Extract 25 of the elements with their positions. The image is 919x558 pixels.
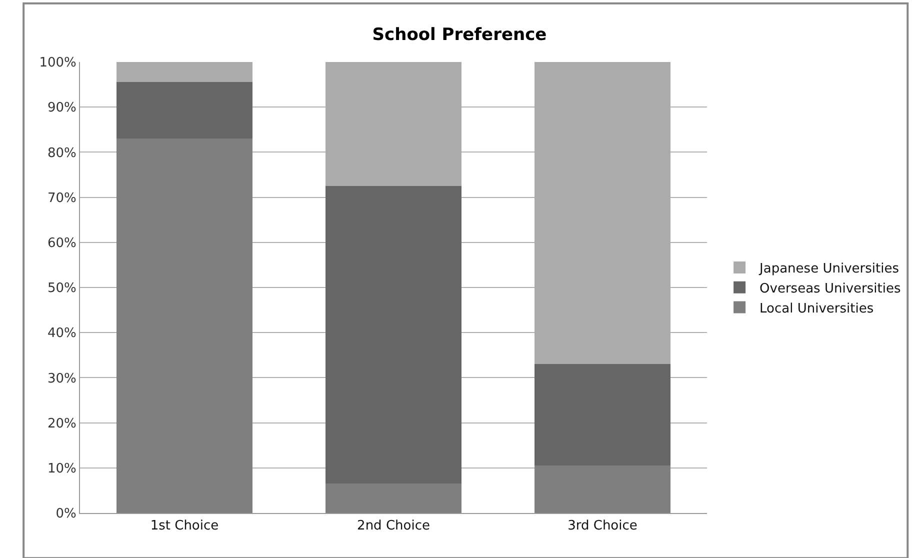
y-tick-label: 90% xyxy=(47,100,76,116)
bar xyxy=(326,186,462,484)
y-tick-label: 30% xyxy=(47,371,76,386)
y-tick-label: 20% xyxy=(47,416,76,432)
y-tick-label: 50% xyxy=(47,281,76,296)
y-tick-label: 60% xyxy=(47,236,76,251)
bar xyxy=(534,466,670,513)
legend-label: Local Universities xyxy=(760,301,874,316)
y-tick-label: 80% xyxy=(47,146,76,161)
x-tick-label: 1st Choice xyxy=(150,518,219,534)
bar xyxy=(116,82,252,139)
legend-label: Japanese Universities xyxy=(758,262,900,277)
chart-title: School Preference xyxy=(372,24,547,45)
bar xyxy=(116,62,252,82)
y-tick-label: 0% xyxy=(56,506,76,522)
y-tick-label: 40% xyxy=(47,326,76,342)
y-tick-label: 10% xyxy=(47,461,76,476)
legend-label: Overseas Universities xyxy=(760,281,901,296)
x-tick-label: 3rd Choice xyxy=(568,518,638,534)
bar xyxy=(326,484,462,513)
x-tick-label: 2nd Choice xyxy=(357,518,430,534)
bar xyxy=(116,138,252,513)
y-tick-label: 70% xyxy=(47,190,76,206)
y-tick-label: 100% xyxy=(39,56,76,71)
bar xyxy=(534,364,670,466)
